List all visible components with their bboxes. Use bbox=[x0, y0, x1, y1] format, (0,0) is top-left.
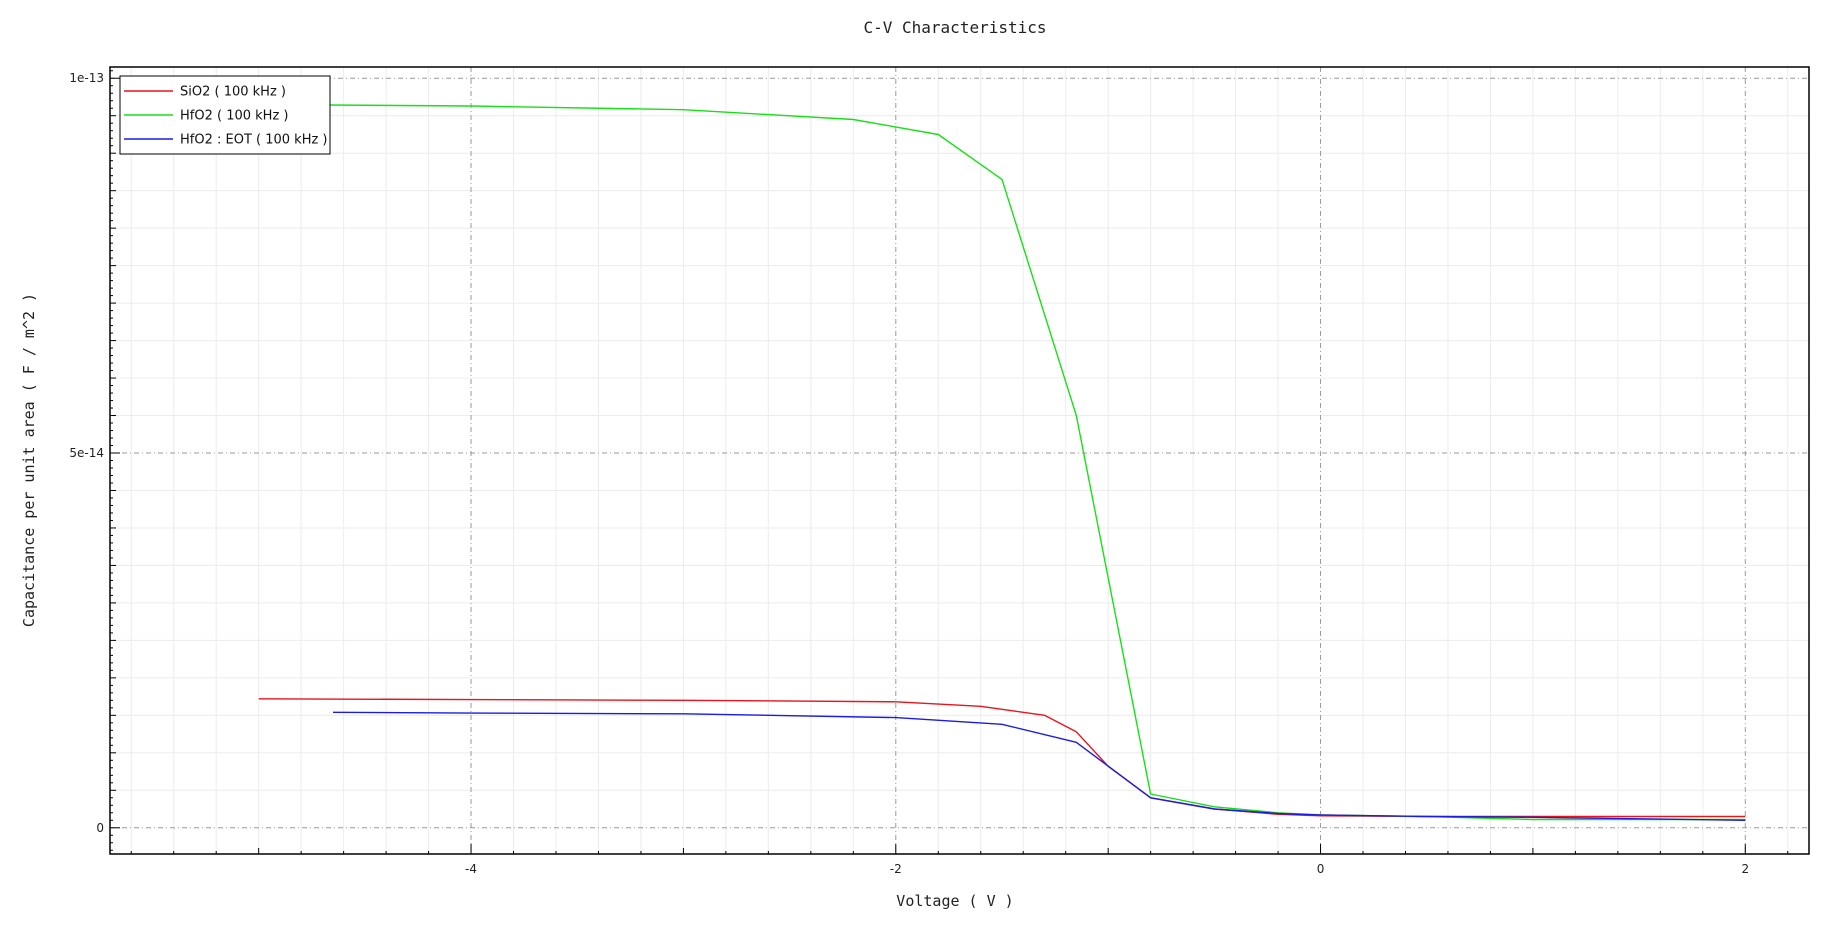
minor-grid bbox=[110, 67, 1809, 854]
legend-items: SiO2 ( 100 kHz ) HfO2 ( 100 kHz ) HfO2 : E… bbox=[124, 85, 328, 148]
series-line-2 bbox=[258, 103, 1746, 821]
legend-label-1: SiO2 ( 100 kHz ) bbox=[180, 85, 286, 100]
x-tick-label: 2 bbox=[1741, 862, 1749, 876]
x-tick-label: 0 bbox=[1317, 862, 1325, 876]
plot-frame bbox=[109, 66, 1810, 855]
x-tick-label: -2 bbox=[890, 862, 902, 876]
legend-label-3: HfO2 : EOT ( 100 kHz ) bbox=[180, 133, 328, 148]
axis-ticks bbox=[110, 70, 1789, 854]
legend-label-2: HfO2 ( 100 kHz ) bbox=[180, 109, 288, 124]
x-tick-label: -4 bbox=[465, 862, 477, 876]
major-grid bbox=[110, 67, 1809, 854]
legend[interactable]: SiO2 ( 100 kHz ) HfO2 ( 100 kHz ) HfO2 : E… bbox=[119, 75, 331, 155]
y-tick-label: 1e-13 bbox=[69, 71, 104, 85]
series-layer bbox=[258, 103, 1746, 821]
y-tick-label: 0 bbox=[96, 821, 104, 835]
axis-tick-labels: -4 -2 0 2 0 5e-14 1e-13 bbox=[69, 71, 1749, 876]
chart-title: C-V Characteristics bbox=[863, 18, 1046, 37]
x-axis-label: Voltage ( V ) bbox=[896, 892, 1013, 910]
series-line-1 bbox=[258, 698, 1746, 818]
y-axis-label: Capacitance per unit area ( F / m^2 ) bbox=[20, 293, 38, 627]
series-line-3 bbox=[332, 711, 1746, 821]
y-tick-label: 5e-14 bbox=[69, 446, 104, 460]
